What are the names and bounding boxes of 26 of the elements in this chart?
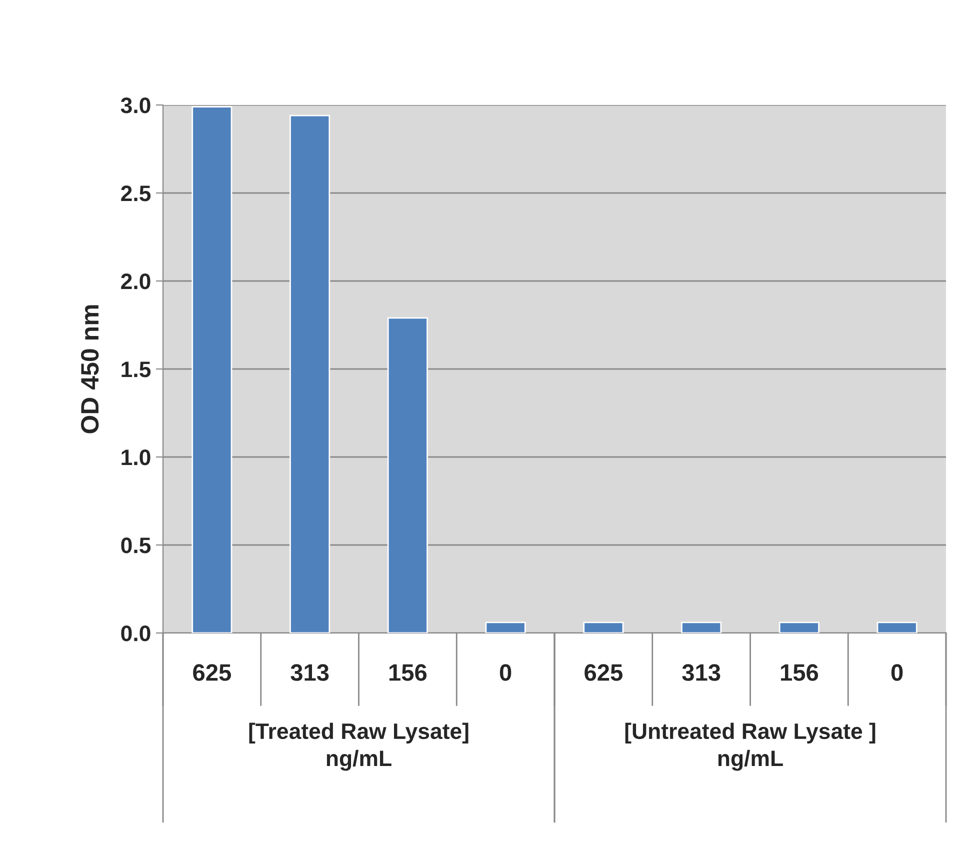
bar	[192, 106, 232, 633]
y-tick-label: 2.5	[121, 186, 151, 202]
bar	[876, 622, 918, 633]
bar	[778, 622, 820, 633]
bar	[485, 622, 526, 633]
x-tick-label: 313	[290, 664, 329, 681]
text: [Treated Raw Lysate] ng/mL	[249, 722, 468, 771]
bar	[681, 622, 722, 633]
y-axis-title: OD 450 nm	[80, 305, 99, 434]
text: [Untreated Raw Lysate ] ng/mL	[625, 722, 876, 771]
x-tick-label: 0	[891, 664, 903, 681]
y-tick-label: 1.5	[122, 362, 151, 378]
x-tick-label: 313	[682, 664, 720, 681]
bar	[583, 622, 624, 633]
y-tick-label: 1.0	[122, 450, 150, 466]
bar	[290, 114, 330, 633]
y-tick-label: 3.0	[120, 98, 150, 114]
x-tick-label: 0	[500, 664, 512, 681]
y-tick-label: 0.0	[121, 626, 150, 642]
y-tick-label: 0.5	[121, 538, 151, 554]
x-tick-label: 625	[584, 664, 622, 681]
x-tick-label: 156	[389, 664, 427, 681]
bar	[387, 317, 428, 633]
x-tick-label: 625	[193, 664, 231, 681]
y-tick-label: 2.0	[121, 274, 150, 290]
x-tick-label: 156	[780, 664, 818, 681]
